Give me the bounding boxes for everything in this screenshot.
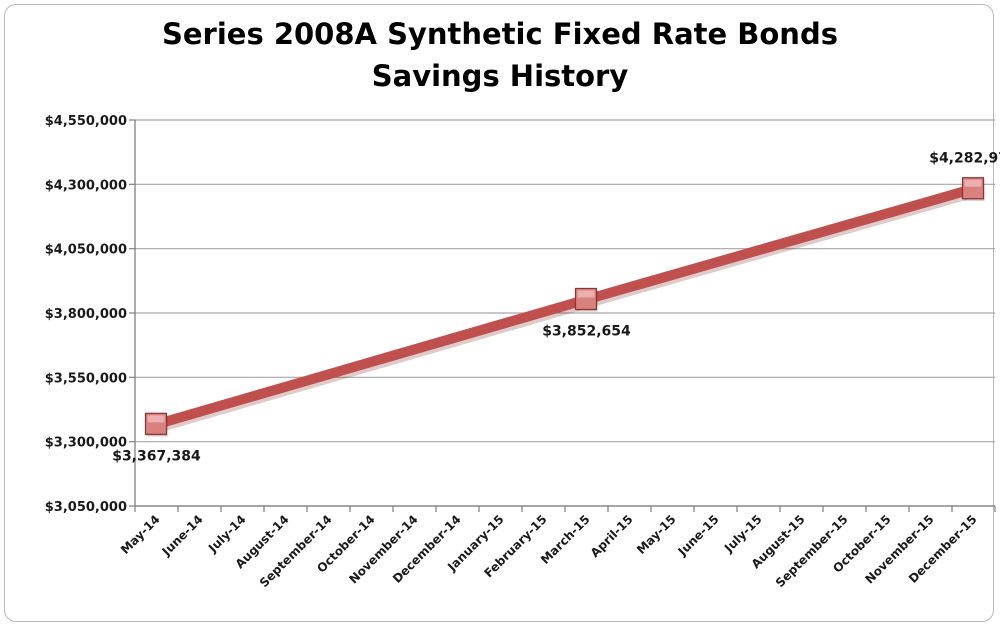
y-tick-label: $3,550,000 [45, 371, 127, 386]
data-label: $4,282,975 [929, 151, 1000, 167]
y-tick-label: $3,300,000 [45, 436, 127, 451]
series-line-layer [144, 177, 985, 437]
series-line [151, 183, 979, 430]
x-tick-label: May-14 [118, 512, 163, 557]
x-tick-label: July-15 [721, 512, 765, 556]
x-tick-label: September-15 [773, 512, 851, 590]
x-tick-label: September-14 [257, 512, 335, 590]
axes: $3,050,000 $3,300,000 $3,550,000 $3,800,000… [45, 114, 996, 590]
y-tick-label: $4,050,000 [45, 243, 127, 258]
y-tick-label: $4,300,000 [45, 178, 127, 193]
y-tick-label: $3,050,000 [45, 500, 127, 515]
y-tick-label: $4,550,000 [45, 114, 127, 129]
labels: $3,367,384 $3,852,654 $4,282,975 [112, 151, 1000, 465]
data-label: $3,852,654 [542, 323, 631, 339]
x-tick-label: June-14 [159, 512, 206, 559]
x-tick-label: April-15 [588, 512, 636, 560]
x-tick-label: May-15 [634, 512, 679, 557]
x-tick-label: July-14 [205, 512, 249, 556]
data-marker-highlight [577, 290, 595, 298]
y-tick-label: $3,800,000 [45, 307, 127, 322]
data-label: $3,367,384 [112, 448, 201, 464]
data-marker-highlight [147, 415, 165, 423]
chart-title-line-2: Savings History [371, 59, 629, 93]
x-tick-label: June-15 [675, 512, 722, 559]
chart-title-line-1: Series 2008A Synthetic Fixed Rate Bonds [162, 17, 838, 51]
data-marker-highlight [964, 179, 982, 187]
